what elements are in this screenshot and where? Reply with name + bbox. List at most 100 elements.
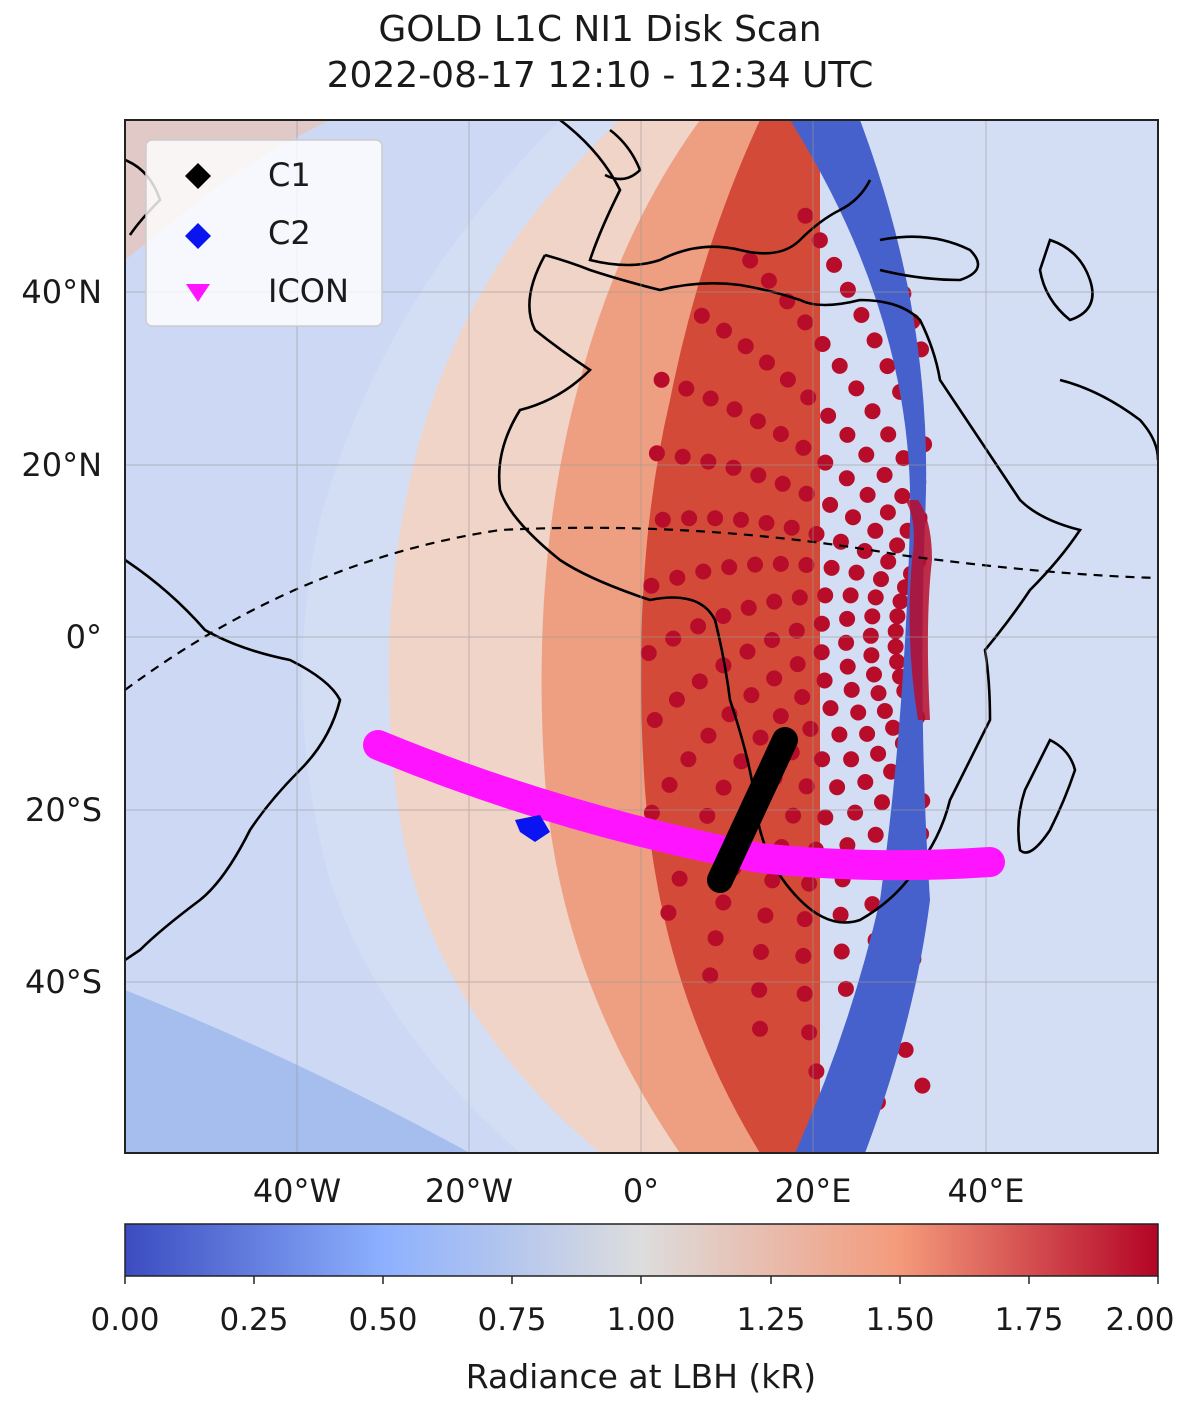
scan-dot: [702, 390, 719, 407]
scan-dot: [859, 486, 876, 503]
scan-dot: [842, 587, 859, 604]
legend: C1 C2 ICON: [145, 139, 383, 327]
colorbar-gradient: [124, 1223, 1159, 1277]
colorbar: 0.00 0.25 0.50 0.75 1.00 1.25 1.50 1.75 …: [90, 1223, 1175, 1396]
scan-dot: [822, 496, 839, 513]
scan-dot: [785, 807, 802, 824]
scan-dot: [690, 618, 707, 635]
lat-tick: 0°: [66, 618, 102, 656]
scan-dot: [837, 980, 854, 997]
scan-dot: [800, 389, 817, 406]
scan-dot: [867, 826, 884, 843]
scan-dot: [826, 256, 843, 273]
scan-dot: [873, 571, 889, 588]
scan-dot: [796, 985, 813, 1002]
scan-dot: [707, 510, 724, 527]
scan-dot: [791, 589, 808, 606]
scan-dot: [715, 779, 732, 796]
colorbar-tick: 0.00: [90, 1302, 159, 1338]
scan-dot: [867, 522, 884, 539]
scan-dot: [866, 332, 883, 349]
scan-dot: [879, 504, 896, 521]
scan-dot: [813, 644, 830, 661]
scan-dot: [671, 870, 688, 887]
lon-tick: 40°E: [948, 1172, 1025, 1210]
scan-dot: [661, 776, 678, 793]
colorbar-tick: 1.75: [994, 1302, 1063, 1338]
colorbar-tick: 0.50: [348, 1302, 417, 1338]
scan-dot: [816, 672, 833, 689]
scan-dot: [678, 380, 695, 397]
c2-marker: [515, 815, 550, 842]
scan-dot: [820, 407, 837, 424]
scan-dot: [764, 872, 781, 889]
scan-dot: [822, 700, 839, 717]
scan-dot: [876, 703, 893, 719]
lon-tick: 20°E: [775, 1172, 852, 1210]
scan-dot: [668, 691, 685, 708]
scan-dot: [643, 577, 660, 594]
scan-dot: [813, 615, 830, 632]
scan-dot: [808, 526, 825, 542]
scan-dot: [772, 555, 789, 572]
scan-dot: [766, 593, 783, 610]
scan-dot: [643, 804, 660, 821]
scan-dot: [788, 622, 805, 639]
scan-dot: [889, 653, 906, 670]
colorbar-tick: 0.25: [219, 1302, 288, 1338]
scan-dot: [796, 911, 813, 928]
scan-dot: [817, 587, 834, 604]
legend-c1-label: C1: [268, 156, 311, 194]
scan-dot: [798, 557, 815, 573]
scan-dot: [887, 623, 904, 640]
scan-dot: [766, 670, 783, 687]
scan-dot: [833, 943, 850, 960]
lat-tick-labels: 40°N 20°N 0° 20°S 40°S: [21, 273, 102, 1001]
scan-dot: [702, 967, 719, 984]
scan-dot: [880, 426, 897, 443]
scan-dot: [715, 894, 732, 911]
colorbar-tick: 1.50: [865, 1302, 934, 1338]
scan-dot: [740, 599, 757, 616]
scan-dot: [817, 809, 834, 826]
scan-dot: [798, 778, 815, 795]
scan-dot: [669, 569, 686, 586]
scan-dot: [880, 553, 897, 570]
scan-dot: [867, 589, 884, 606]
scan-dot: [858, 446, 875, 463]
scan-dot: [839, 426, 856, 443]
scan-dot: [864, 608, 881, 625]
scan-dot: [758, 515, 775, 531]
scan-dot: [794, 689, 811, 705]
scan-dot: [733, 753, 750, 770]
colorbar-tick: 0.75: [477, 1302, 546, 1338]
scan-dot: [695, 563, 712, 580]
legend-c2-marker-icon: [185, 223, 211, 249]
scan-dot: [853, 307, 870, 323]
scan-dot: [866, 666, 882, 683]
scan-dot: [764, 632, 780, 648]
scan-dot: [843, 681, 860, 698]
colorbar-tick: 2.00: [1105, 1302, 1174, 1338]
scan-dot: [715, 608, 732, 624]
lat-tick: 20°S: [25, 791, 102, 829]
scan-dot: [660, 904, 677, 921]
scan-dot: [848, 380, 865, 397]
scan-dot: [870, 745, 887, 762]
scan-dot: [753, 944, 769, 960]
scan-dot: [795, 439, 812, 456]
colorbar-tick: 1.00: [606, 1302, 675, 1338]
plot-frame: [124, 119, 1159, 1154]
scan-dot: [760, 272, 777, 289]
gridlines: [125, 120, 1158, 1153]
scan-dot: [654, 511, 671, 528]
scan-dot: [648, 445, 665, 462]
scan-dot: [681, 510, 698, 527]
scan-dot: [879, 358, 896, 375]
scan-dot: [856, 543, 873, 559]
scan-dot: [897, 1041, 914, 1058]
scan-dot: [752, 729, 769, 746]
scan-dot: [864, 403, 881, 420]
scan-dot: [798, 485, 815, 502]
